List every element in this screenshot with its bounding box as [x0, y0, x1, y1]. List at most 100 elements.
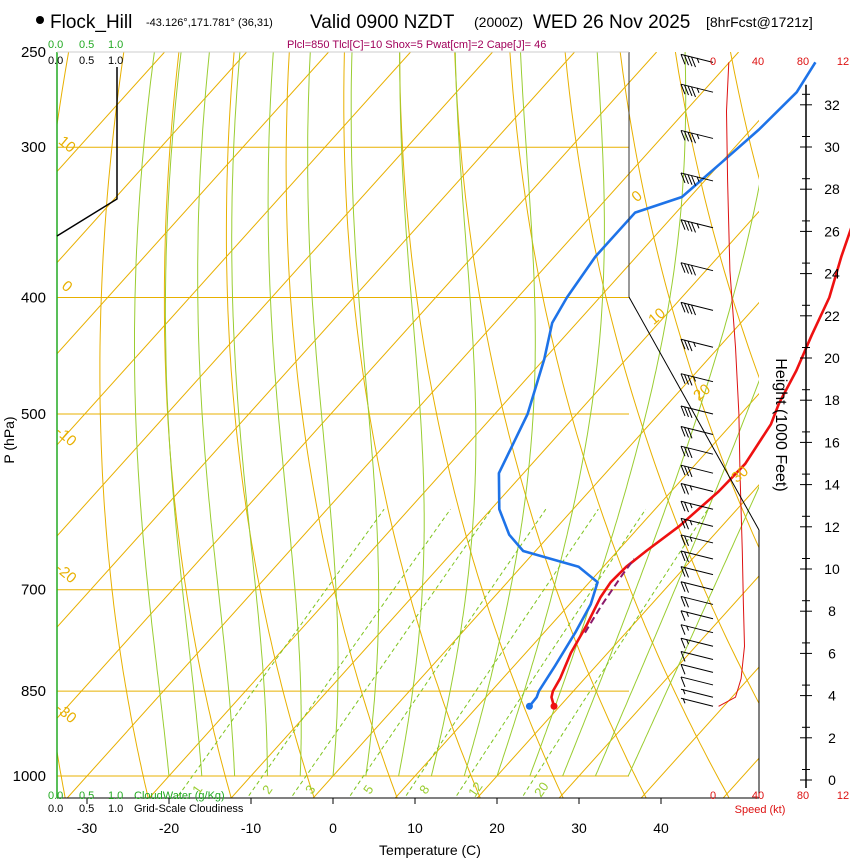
pressure-tick-label: 500 — [21, 406, 46, 423]
pressure-tick-label: 300 — [21, 139, 46, 156]
forecast-info: [8hrFcst@1721z] — [706, 14, 813, 30]
pressure-tick-label: 700 — [21, 582, 46, 599]
wind-barb — [681, 689, 713, 697]
top-scale-value: 1.0 — [108, 39, 123, 51]
pressure-tick-label: 850 — [21, 683, 46, 700]
wind-barb — [681, 220, 713, 233]
station-coords: -43.126°,171.781° (36,31) — [146, 17, 273, 29]
chart-background-lines — [0, 52, 850, 802]
wind-barb-shaft — [681, 664, 713, 672]
mixing-ratio-label: 20 — [531, 779, 552, 799]
wind-barb — [681, 698, 713, 706]
isotherm-line — [0, 52, 575, 801]
isotherm-line — [0, 52, 657, 801]
height-tick-label: 18 — [824, 392, 840, 408]
station-marker-icon — [36, 16, 44, 24]
wind-barb — [681, 551, 713, 562]
mixing-ratio-label: 12 — [465, 779, 486, 799]
speed-scale-tick: 12 — [837, 56, 849, 68]
wind-barb-shaft — [681, 611, 713, 619]
height-tick-label: 26 — [824, 223, 840, 239]
top-cloudwater-scale: 0.0 0.5 1.0 0.0 0.5 1.0 — [48, 39, 123, 67]
wind-barb — [681, 638, 713, 648]
wind-barb — [681, 302, 713, 315]
mixing-ratio-line — [346, 509, 546, 801]
dewpoint-surface-point — [526, 703, 533, 710]
pressure-tick-label: 250 — [21, 44, 46, 61]
x-tick-label: -10 — [241, 820, 261, 836]
wind-barb-flag — [681, 638, 685, 648]
speed-scale-tick: 80 — [797, 790, 809, 802]
speed-scale-tick: 0 — [710, 790, 716, 802]
chart-series — [499, 62, 850, 709]
wind-barb-flag — [681, 664, 685, 674]
mixing-ratio-line — [520, 509, 708, 801]
wind-barb-flag — [681, 677, 685, 687]
dry-adiabat-line — [510, 52, 731, 802]
bottom-scale-value: 1.0 — [108, 803, 123, 815]
top-scale-value: 0.0 — [48, 55, 63, 67]
isotherm-label: 10 — [55, 133, 79, 157]
utc-time: (2000Z) — [474, 14, 523, 30]
bottom-cloudwater-scale: 0.0 0.5 1.0 CloudWater (g/Kg) 0.0 0.5 1.… — [48, 790, 244, 815]
wind-barb — [681, 518, 713, 529]
wind-barbs — [681, 54, 713, 706]
height-tick-label: 32 — [824, 97, 840, 113]
bottom-scale-value: 0.0 — [48, 790, 63, 802]
height-tick-label: 0 — [828, 772, 836, 788]
speed-scale-tick: 0 — [710, 56, 716, 68]
isotherm-line — [638, 52, 850, 801]
dry-adiabat-line — [841, 52, 850, 802]
wind-speed-profile-line — [719, 62, 745, 706]
height-tick-label: 28 — [824, 181, 840, 197]
pressure-tick-label: 1000 — [13, 768, 46, 785]
top-scale-value: 0.0 — [48, 39, 63, 51]
pressure-tick-label: 400 — [21, 289, 46, 306]
wind-barb — [681, 426, 713, 438]
height-tick-label: 2 — [828, 730, 836, 746]
height-axis-label: Height (1000 Feet) — [772, 358, 789, 491]
wind-barb-shaft — [681, 677, 713, 685]
height-tick-label: 8 — [828, 603, 836, 619]
station-name: Flock_Hill — [50, 12, 132, 33]
height-tick-label: 24 — [824, 266, 840, 282]
bottom-scale-value: 1.0 — [108, 790, 123, 802]
x-tick-label: 40 — [653, 820, 669, 836]
height-tick-label: 6 — [828, 645, 836, 661]
cloudiness-label: Grid-Scale Cloudiness — [134, 803, 244, 815]
sounding-params: Plcl=850 Tlcl[C]=10 Shox=5 Pwat[cm]=2 Ca… — [287, 39, 546, 51]
wind-barb — [681, 611, 713, 621]
wind-barb-flag — [681, 611, 685, 621]
top-scale-value: 0.5 — [79, 39, 94, 51]
speed-scale-label: Speed (kt) — [735, 804, 786, 816]
top-scale-value: 0.5 — [79, 55, 94, 67]
wind-barb-shaft — [681, 651, 713, 659]
wind-barb — [681, 664, 713, 674]
bottom-scale-value: 0.5 — [79, 790, 94, 802]
wind-barb — [681, 677, 713, 687]
isotherm-label: 20 — [690, 381, 714, 405]
height-tick-label: 12 — [824, 519, 840, 535]
dewpoint-line — [499, 62, 816, 706]
mixing-ratio-label: 8 — [416, 782, 432, 797]
bottom-scale-value: 0.5 — [79, 803, 94, 815]
wind-barb — [681, 484, 713, 495]
valid-time: Valid 0900 NZDT — [310, 12, 455, 33]
speed-scale-tick: 12 — [837, 790, 849, 802]
plot-frame-line — [629, 297, 759, 530]
x-tick-label: 0 — [329, 820, 337, 836]
mixing-ratio-line — [245, 509, 451, 801]
height-tick-label: 10 — [824, 561, 840, 577]
isotherm-label: 0 — [58, 277, 75, 295]
x-tick-label: -30 — [77, 820, 97, 836]
x-tick-label: -20 — [159, 820, 179, 836]
x-axis-label: Temperature (C) — [379, 842, 481, 858]
height-tick-label: 14 — [824, 477, 840, 493]
wind-barb — [681, 130, 713, 143]
height-tick-label: 20 — [824, 350, 840, 366]
top-scale-value: 1.0 — [108, 55, 123, 67]
speed-scale-tick: 40 — [752, 790, 764, 802]
speed-scale-tick: 80 — [797, 56, 809, 68]
valid-date: WED 26 Nov 2025 — [533, 12, 690, 33]
